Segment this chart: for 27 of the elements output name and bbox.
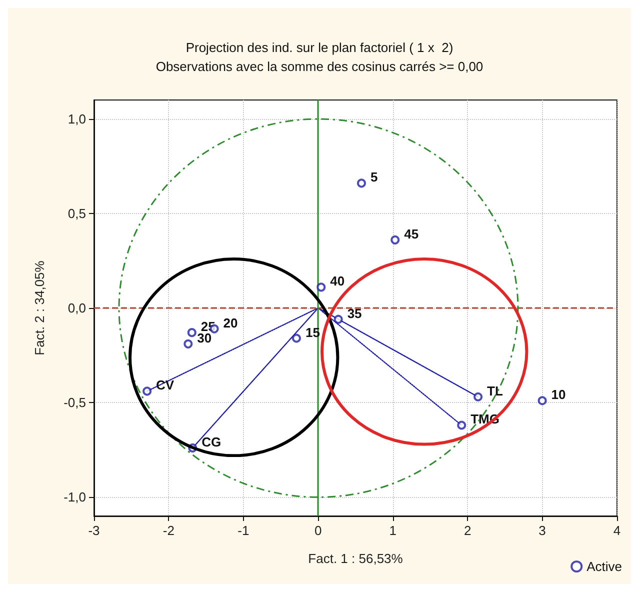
annotation: 35 [347, 306, 362, 321]
x-tick-label: 3 [538, 523, 546, 538]
annotation: 10 [551, 387, 566, 402]
annotation: 20 [223, 315, 238, 330]
chart-subtitle: Observations avec la somme des cosinus carrés >= 0,00 [156, 59, 484, 74]
x-tick-label: 2 [464, 523, 472, 538]
x-tick-label: 0 [314, 523, 322, 538]
annotation: TL [487, 383, 503, 398]
annotation: 5 [370, 170, 378, 185]
chart-title: Projection des ind. sur le plan factoriel ( 1 x 2) [186, 40, 454, 55]
annotation: CG [202, 434, 222, 450]
legend-label: Active [586, 559, 622, 574]
y-tick-label: 1,0 [68, 111, 86, 126]
x-tick-label: -1 [238, 523, 250, 538]
x-tick-label: -2 [162, 523, 174, 538]
annotation: 45 [404, 226, 419, 242]
x-tick-label: 4 [613, 523, 621, 538]
y-tick-label: 0,0 [68, 300, 86, 316]
y-tick-label: -0,5 [64, 395, 86, 410]
x-tick-label: -3 [88, 523, 100, 538]
y-tick-label: 0,5 [68, 206, 86, 221]
x-axis-title: Fact. 1 : 56,53% [308, 551, 404, 566]
x-tick-label: 1 [389, 523, 396, 538]
y-tick-label: -1,0 [64, 490, 86, 505]
y-axis-title: Fact. 2 : 34,05% [32, 260, 47, 356]
annotation: CV [156, 378, 174, 393]
annotation: 40 [330, 274, 345, 289]
